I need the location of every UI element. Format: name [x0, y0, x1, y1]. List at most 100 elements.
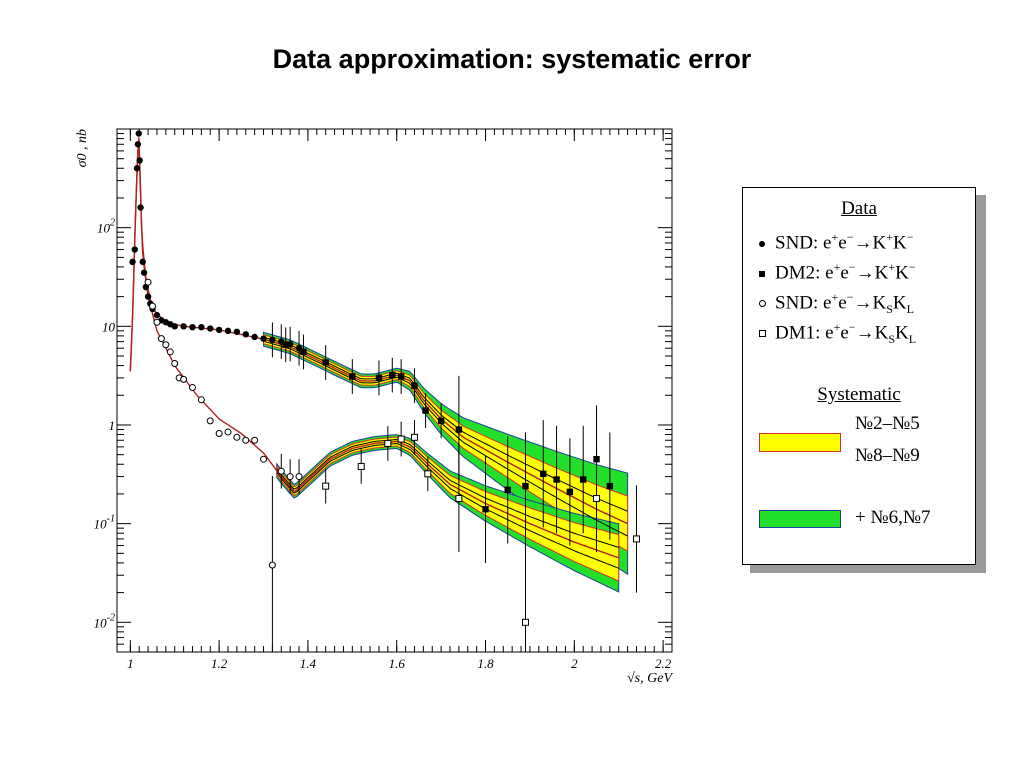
x-tick-label: 1.4: [300, 656, 317, 671]
data-point-snd-kk: [251, 333, 258, 341]
legend-entry: SND: e+e−→KSKL: [755, 290, 914, 317]
x-tick-label: 1.8: [477, 656, 494, 671]
data-point-snd-kk: [242, 331, 249, 338]
data-point-dm2-kk: [482, 506, 489, 513]
data-point-snd-kskl: [215, 429, 223, 437]
data-point-dm1-kskl: [397, 435, 405, 443]
data-point-snd-kk: [134, 141, 142, 148]
data-point-snd-kskl: [206, 417, 214, 425]
data-point-snd-kk: [207, 325, 214, 332]
data-point-dm1-kskl: [455, 494, 463, 502]
data-point-snd-kk: [233, 328, 241, 335]
green-band-swatch: [759, 510, 841, 528]
x-tick-label: 1.2: [211, 656, 228, 671]
data-point-snd-kskl: [295, 473, 303, 481]
data-point-snd-kskl: [260, 455, 268, 463]
data-point-snd-kskl: [180, 375, 188, 383]
data-point-snd-kskl: [188, 383, 196, 391]
data-point-dm1-kskl: [632, 535, 640, 543]
data-point-dm2-kk: [422, 407, 429, 414]
legend-entry: DM2: e+e−→K+K−: [755, 260, 916, 284]
data-point-snd-kskl: [286, 473, 294, 481]
data-point-snd-kk: [153, 311, 161, 319]
legend-systematic-header: Systematic: [817, 384, 901, 405]
data-point-snd-kk: [215, 326, 223, 334]
data-point-snd-kk: [144, 293, 152, 300]
data-point-dm2-kk: [389, 371, 396, 379]
data-point-dm2-kk: [553, 476, 560, 483]
y-tick-label: 1: [109, 418, 116, 433]
fit-curve: [129, 137, 619, 559]
slide-title: Data approximation: systematic error: [272, 44, 752, 74]
data-point-dm2-kk: [504, 486, 511, 494]
open-circle-marker-icon: [755, 292, 769, 314]
systematic-bands: [263, 331, 629, 593]
legend-entry: SND: e+e−→K+K−: [755, 230, 914, 254]
y-tick-label: 102: [97, 218, 115, 236]
y-tick-label: 10-1: [94, 514, 115, 532]
data-point-dm2-kk: [580, 476, 587, 483]
data-point-snd-kskl: [233, 433, 241, 441]
data-point-snd-kskl: [197, 396, 205, 404]
data-point-dm2-kk: [455, 426, 463, 433]
data-point-snd-kskl: [157, 335, 165, 343]
data-point-dm2-kk: [437, 417, 445, 425]
data-point-snd-kk: [131, 246, 138, 253]
green-band: [276, 434, 620, 593]
data-point-dm1-kskl: [424, 470, 432, 478]
yellow-band-swatch: [759, 433, 841, 452]
x-tick-label: 2: [571, 656, 578, 671]
data-point-snd-kskl: [171, 359, 179, 367]
data-points: [129, 130, 640, 626]
data-point-snd-kk: [136, 157, 143, 164]
data-point-dm2-kk: [593, 455, 600, 463]
data-point-dm2-kk: [606, 482, 614, 490]
data-point-dm1-kskl: [521, 618, 529, 626]
legend-green-label: + №6,№7: [855, 507, 931, 528]
legend-data-header: Data: [841, 198, 877, 219]
y-tick-label: 10-2: [94, 612, 115, 630]
data-point-snd-kk: [198, 323, 205, 331]
data-point-snd-kskl: [162, 341, 170, 349]
data-point-dm1-kskl: [410, 433, 418, 441]
data-point-dm2-kk: [411, 382, 418, 389]
data-point-snd-kk: [137, 204, 144, 211]
data-point-snd-kk: [140, 269, 148, 276]
data-point-dm2-kk: [375, 374, 383, 382]
data-point-dm2-kk: [300, 348, 307, 356]
data-point-dm2-kk: [540, 470, 547, 478]
x-tick-label: 2.2: [655, 656, 672, 671]
data-point-snd-kk: [189, 323, 196, 331]
data-point-dm2-kk: [566, 488, 574, 496]
data-point-snd-kk: [171, 323, 178, 330]
data-point-dm2-kk: [322, 359, 329, 366]
data-point-snd-kk: [133, 165, 141, 172]
data-point-dm2-kk: [282, 341, 289, 348]
plot-frame: [116, 128, 673, 653]
data-point-snd-kskl: [224, 428, 232, 436]
legend: Data SND: e+e−→K+K− DM2: e+e−→K+K− SND: …: [742, 187, 976, 565]
data-point-snd-kk: [260, 335, 267, 342]
data-point-snd-kskl: [166, 348, 174, 356]
data-point-dm2-kk: [522, 482, 529, 490]
legend-entry: DM1: e+e−→KSKL: [755, 320, 916, 347]
data-point-dm1-kskl: [357, 462, 365, 470]
data-point-snd-kskl: [277, 467, 285, 475]
x-tick-label: 1: [127, 656, 134, 671]
data-point-dm2-kk: [349, 373, 356, 380]
dot-marker-icon: [755, 232, 769, 254]
data-point-snd-kskl: [242, 436, 250, 444]
data-point-dm1-kskl: [593, 494, 601, 502]
y-tick-label: 10: [102, 319, 116, 334]
data-point-snd-kk: [224, 327, 232, 335]
data-point-dm2-kk: [397, 373, 405, 380]
legend-yellow-line2: №8–№9: [855, 445, 920, 466]
data-point-dm1-kskl: [322, 482, 330, 490]
data-point-snd-kk: [129, 258, 136, 266]
axes: 1 1.2 1.4 1.6 1.8 2 2.2 10-2 10-1 1 10 102 √s, GeV σ0…: [75, 129, 673, 686]
data-point-snd-kskl: [144, 278, 152, 286]
y-axis-label: σ0 , nb: [75, 129, 90, 167]
square-marker-icon: [755, 262, 769, 284]
band-inner-line: [276, 438, 619, 548]
